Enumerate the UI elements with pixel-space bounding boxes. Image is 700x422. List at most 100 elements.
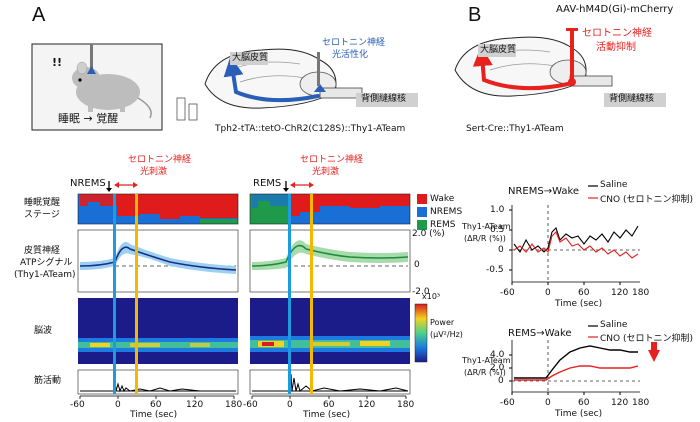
stim-arrow-left [114, 182, 138, 188]
panel-letter-a: A [32, 4, 46, 26]
ytick-b-bottom-1: 2.0 [490, 363, 505, 373]
stim-arrow-right [290, 182, 314, 188]
raphe-label-box-b [604, 93, 666, 107]
legend-cno-top: CNO (セロトニン抑制) [600, 195, 693, 205]
cortex-label-box-b [478, 44, 516, 57]
cortex-label-box-a [230, 52, 268, 65]
panel-letter-b: B [468, 4, 482, 26]
xtick-b-bottom-0: -60 [500, 398, 515, 408]
power-exponent: x10³ [422, 292, 441, 301]
emg-right [249, 369, 411, 395]
ytick-b-top-0: 1.0 [490, 205, 505, 215]
stim-markers [113, 194, 313, 394]
xtick-b-top-0: -60 [500, 288, 515, 298]
eeg-spectrogram-left [78, 298, 238, 364]
x-axis-right [251, 395, 407, 399]
serotonin-label-a2: 光活性化 [332, 50, 369, 60]
legend-saline-bottom: Saline [600, 320, 628, 330]
legend-saline-top: Saline [600, 180, 628, 190]
raphe-label-box-a [356, 93, 418, 107]
xlabel-a-right: Time (sec) [303, 410, 351, 420]
raphe-label-a: 背側縫線核 [361, 94, 407, 104]
xtick-b-bottom-3: 120 [611, 398, 629, 408]
ytick-b-bottom-0: 4.0 [490, 350, 505, 360]
row-label-atp-3: (Thy1-ATeam) [14, 270, 76, 280]
power-colorbar [414, 303, 428, 363]
x-axis-left [79, 395, 235, 399]
row-label-eeg: 脳波 [34, 326, 53, 336]
atp-tick-top: 2.0 (%) [412, 229, 445, 239]
eeg-spectrogram-right [250, 298, 410, 364]
power-label: Power [430, 318, 455, 327]
nrems-tag: NREMS [70, 178, 106, 189]
sleep-stage-band-right [249, 193, 411, 225]
row-label-emg: 筋活動 [34, 376, 62, 386]
row-label-atp-2: ATPシグナル [20, 258, 73, 268]
atp-trace-left [79, 246, 237, 271]
stim-label-left-2: 光刺激 [140, 167, 168, 177]
ylabel-b-top-1: Thy1-ATeam [462, 222, 511, 231]
stage-legend [417, 194, 427, 230]
stim-label-right-2: 光刺激 [312, 167, 340, 177]
xtick-b-top-4: 180 [632, 288, 650, 298]
xtick-a-left-3: 120 [186, 400, 204, 410]
plot-b-top [509, 185, 640, 285]
xtick-a-right-2: 60 [323, 400, 335, 410]
xlabel-a-left: Time (sec) [130, 410, 178, 420]
atp-tick-bottom: -2.0 [412, 287, 430, 297]
row-label-stage-1: 睡眠覚醒 [24, 198, 61, 208]
mouse-illustration [31, 43, 163, 131]
ytick-b-top-3: -0.5 [486, 265, 504, 275]
xtick-b-bottom-2: 60 [578, 398, 590, 408]
ylabel-b-top-2: (ΔR/R (%)) [464, 234, 506, 243]
ytick-b-bottom-2: 0 [498, 376, 504, 386]
genotype-b: Sert-Cre::Thy1-ATeam [466, 124, 564, 134]
xtick-a-left-2: 60 [150, 400, 162, 410]
cortex-label-b: 大脳皮質 [480, 45, 517, 55]
cable-box-1 [176, 97, 186, 121]
power-unit: (μV²/Hz) [430, 330, 463, 339]
inhibit-label-1: セロトニン神経 [582, 28, 652, 39]
row-label-atp-1: 皮質神経 [24, 246, 61, 256]
serotonin-label-a1: セロトニン神経 [322, 38, 386, 48]
mouse-caption: 睡眠 → 覚醒 [58, 112, 119, 125]
ylabel-b-bottom-1: Thy1-ATeam [462, 356, 511, 365]
xtick-b-bottom-4: 180 [632, 398, 650, 408]
genotype-a: Tph2-tTA::tetO-ChR2(C128S)::Thy1-ATeam [215, 124, 406, 134]
plot-b-top-title: NREMS→Wake [508, 186, 580, 197]
xtick-a-right-3: 120 [358, 400, 376, 410]
legend-wake: Wake [430, 194, 455, 204]
plot-b-bottom [509, 325, 660, 395]
legend-cno-bottom: CNO (セロトニン抑制) [600, 334, 693, 344]
xlabel-b-top: Time (sec) [555, 299, 603, 309]
legend-nrems: NREMS [430, 207, 463, 217]
legend-rems: REMS [430, 220, 456, 230]
xtick-b-top-1: 0 [545, 288, 551, 298]
xtick-a-left-0: -60 [70, 400, 85, 410]
cortex-label-a: 大脳皮質 [232, 53, 269, 63]
ylabel-b-bottom-2: (ΔR/R (%)) [464, 368, 506, 377]
xtick-b-top-2: 60 [578, 288, 590, 298]
mouse-alert-mark: !! [52, 56, 63, 69]
brain-schematic-b [454, 28, 613, 97]
cable-box-2 [188, 103, 198, 121]
xtick-a-left-1: 0 [115, 400, 121, 410]
atp-trace-right [251, 244, 409, 267]
xtick-a-left-4: 180 [225, 400, 243, 410]
virus-label: AAV-hM4D(Gi)-mCherry [556, 4, 674, 15]
stim-label-right-1: セロトニン神経 [300, 155, 364, 165]
xtick-a-right-1: 0 [287, 400, 293, 410]
onset-arrows [106, 181, 289, 192]
sleep-stage-band-left [77, 193, 239, 225]
raphe-label-b: 背側縫線核 [609, 94, 655, 104]
xtick-b-top-3: 120 [611, 288, 629, 298]
xtick-a-right-0: -60 [243, 400, 258, 410]
xlabel-b-bottom: Time (sec) [555, 409, 603, 419]
xtick-b-bottom-1: 0 [545, 398, 551, 408]
xtick-a-right-4: 180 [397, 400, 415, 410]
atp-tick-zero: 0 [414, 260, 420, 270]
ytick-b-top-1: 0.5 [490, 225, 505, 235]
plot-b-bottom-title: REMS→Wake [508, 328, 572, 339]
ytick-b-top-2: 0 [498, 245, 504, 255]
